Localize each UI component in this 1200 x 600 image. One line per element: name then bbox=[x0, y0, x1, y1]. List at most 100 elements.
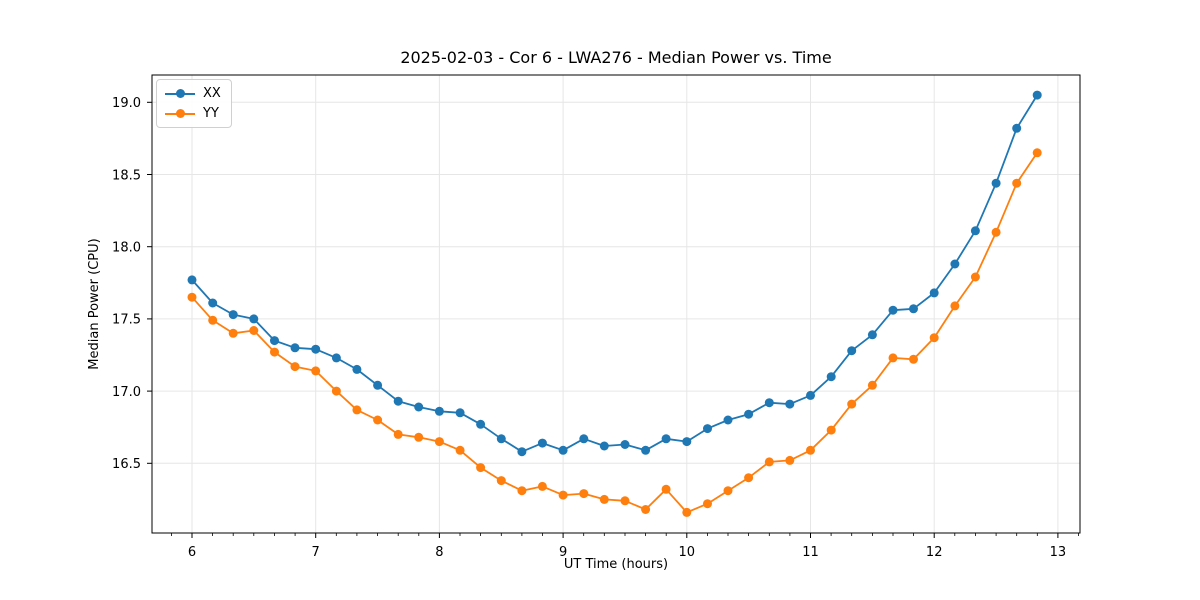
chart-title: 2025-02-03 - Cor 6 - LWA276 - Median Pow… bbox=[400, 48, 832, 67]
data-point-marker bbox=[950, 301, 960, 311]
data-point-marker bbox=[579, 434, 589, 444]
data-point-marker bbox=[311, 344, 321, 354]
data-point-marker bbox=[661, 434, 671, 444]
data-point-marker bbox=[311, 366, 321, 376]
data-point-marker bbox=[970, 272, 980, 282]
data-point-marker bbox=[620, 496, 630, 506]
data-point-marker bbox=[847, 346, 857, 356]
data-point-marker bbox=[867, 380, 877, 390]
y-tick-label: 16.5 bbox=[112, 457, 141, 472]
y-tick-label: 18.0 bbox=[112, 241, 141, 256]
y-tick-label: 18.5 bbox=[112, 168, 141, 183]
y-tick-label: 17.0 bbox=[112, 385, 141, 400]
data-point-marker bbox=[208, 315, 218, 325]
legend-item-xx: XX bbox=[165, 85, 221, 102]
data-point-marker bbox=[373, 415, 383, 425]
data-point-marker bbox=[847, 399, 857, 409]
data-point-marker bbox=[290, 362, 300, 372]
data-point-marker bbox=[393, 429, 403, 439]
axis-ticks: 6 7 8 9 10 11 12 13 16.5 17.0 17.5 18.0 18.5 19.0 bbox=[112, 96, 1079, 560]
data-point-marker bbox=[517, 486, 527, 496]
data-point-marker bbox=[764, 457, 774, 467]
series-line bbox=[191, 152, 1038, 514]
legend-item-yy: YY bbox=[165, 105, 221, 122]
data-point-marker bbox=[187, 292, 197, 302]
data-point-marker bbox=[826, 425, 836, 435]
data-point-marker bbox=[867, 330, 877, 340]
data-point-marker bbox=[517, 447, 527, 457]
x-tick-label: 10 bbox=[679, 545, 696, 560]
data-point-marker bbox=[909, 354, 918, 364]
data-point-marker bbox=[434, 437, 444, 447]
data-point-marker bbox=[393, 396, 403, 406]
data-point-marker bbox=[826, 372, 836, 382]
series-line bbox=[191, 94, 1038, 453]
data-point-marker bbox=[909, 304, 918, 314]
data-point-marker bbox=[744, 409, 754, 419]
data-point-marker bbox=[682, 437, 692, 447]
data-point-marker bbox=[703, 424, 712, 434]
data-point-marker bbox=[764, 398, 774, 408]
data-point-marker bbox=[228, 310, 238, 320]
y-tick-label: 17.5 bbox=[112, 313, 141, 328]
x-tick-label: 9 bbox=[559, 545, 567, 560]
data-point-marker bbox=[476, 463, 486, 473]
data-point-marker bbox=[290, 343, 300, 353]
data-point-marker bbox=[352, 405, 362, 415]
data-point-marker bbox=[599, 441, 609, 451]
data-point-marker bbox=[249, 314, 259, 324]
data-point-marker bbox=[579, 489, 589, 499]
data-point-marker bbox=[888, 353, 898, 363]
data-point-marker bbox=[537, 481, 547, 491]
data-point-marker bbox=[991, 178, 1001, 188]
data-point-marker bbox=[682, 507, 692, 517]
data-point-marker bbox=[991, 227, 1001, 237]
series-xx bbox=[187, 90, 1042, 457]
data-point-marker bbox=[455, 408, 465, 418]
data-point-marker bbox=[744, 473, 754, 483]
data-point-marker bbox=[1012, 123, 1022, 133]
x-tick-label: 12 bbox=[926, 545, 943, 560]
legend: XX YY bbox=[156, 79, 232, 128]
data-point-marker bbox=[558, 490, 568, 500]
data-point-marker bbox=[476, 419, 486, 429]
data-point-marker bbox=[806, 445, 815, 455]
data-point-marker bbox=[723, 415, 733, 425]
x-tick-label: 6 bbox=[188, 545, 196, 560]
data-point-marker bbox=[187, 275, 197, 285]
data-point-marker bbox=[641, 505, 651, 514]
data-point-marker bbox=[352, 364, 362, 374]
data-point-marker bbox=[537, 438, 547, 448]
y-tick-label: 19.0 bbox=[112, 96, 141, 111]
data-point-marker bbox=[1032, 148, 1042, 158]
data-point-marker bbox=[888, 305, 898, 315]
data-point-marker bbox=[455, 445, 465, 455]
data-point-marker bbox=[620, 440, 630, 449]
legend-label-yy: YY bbox=[203, 106, 219, 121]
data-point-marker bbox=[270, 336, 279, 346]
x-tick-label: 11 bbox=[802, 545, 819, 560]
data-point-marker bbox=[496, 434, 506, 444]
data-point-marker bbox=[703, 499, 712, 509]
data-point-marker bbox=[434, 406, 444, 416]
data-point-marker bbox=[641, 445, 651, 455]
data-point-marker bbox=[599, 494, 609, 504]
axes-box bbox=[151, 74, 1081, 534]
x-tick-label: 13 bbox=[1050, 545, 1067, 560]
data-point-marker bbox=[950, 259, 960, 269]
data-point-marker bbox=[723, 486, 733, 496]
legend-line-marker-icon bbox=[165, 108, 195, 120]
data-point-marker bbox=[208, 298, 218, 308]
data-point-marker bbox=[970, 226, 980, 236]
data-point-marker bbox=[929, 288, 939, 298]
x-tick-label: 7 bbox=[312, 545, 320, 560]
x-tick-label: 8 bbox=[435, 545, 443, 560]
legend-line-marker-icon bbox=[165, 88, 195, 100]
data-point-marker bbox=[228, 328, 238, 338]
data-point-marker bbox=[249, 326, 259, 335]
x-axis-label: UT Time (hours) bbox=[563, 557, 669, 572]
data-point-marker bbox=[373, 380, 383, 390]
data-point-marker bbox=[806, 390, 815, 400]
series-yy bbox=[187, 148, 1042, 517]
